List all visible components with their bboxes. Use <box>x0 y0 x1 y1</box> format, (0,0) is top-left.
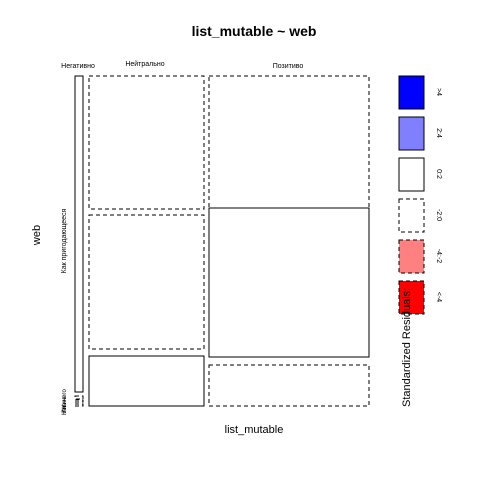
y-axis-label: web <box>31 225 43 246</box>
mosaic-tile <box>89 215 204 349</box>
legend: >4 2:4 0:2 -2:0 -4:-2 <-4 Standardized R… <box>399 76 442 407</box>
legend-title: Standardized Residuals: <box>401 288 413 407</box>
mosaic-tile <box>89 76 204 209</box>
x-category-label: Негативно <box>61 63 95 70</box>
legend-label: <-4 <box>435 292 442 302</box>
mosaic-tile <box>209 365 369 406</box>
x-axis-label: list_mutable <box>225 424 284 436</box>
x-category-label: Нейтрально <box>125 60 164 68</box>
legend-label: -4:-2 <box>435 249 442 264</box>
y-category-label: Нет <box>62 405 68 415</box>
mosaic-tile <box>75 396 83 399</box>
mosaic-tile <box>89 356 204 406</box>
legend-swatch <box>399 240 424 273</box>
legend-label: 2:4 <box>435 128 442 138</box>
mosaic-tile <box>209 208 369 357</box>
y-category-label: Как пригодающееся <box>61 208 68 273</box>
legend-swatch <box>399 117 424 150</box>
legend-label: 0:2 <box>435 169 442 179</box>
mosaic-tile <box>75 400 83 402</box>
legend-swatch <box>399 76 424 109</box>
legend-swatch <box>399 158 424 191</box>
legend-label: -2:0 <box>435 209 442 221</box>
chart-title: list_mutable ~ web <box>192 23 317 39</box>
legend-swatch <box>399 199 424 232</box>
mosaic-tiles <box>75 76 369 406</box>
mosaic-tile <box>75 76 83 392</box>
mosaic-tile <box>209 76 369 209</box>
mosaic-tile <box>75 404 83 406</box>
legend-label: >4 <box>435 88 442 96</box>
x-category-label: Позитиво <box>273 63 304 70</box>
